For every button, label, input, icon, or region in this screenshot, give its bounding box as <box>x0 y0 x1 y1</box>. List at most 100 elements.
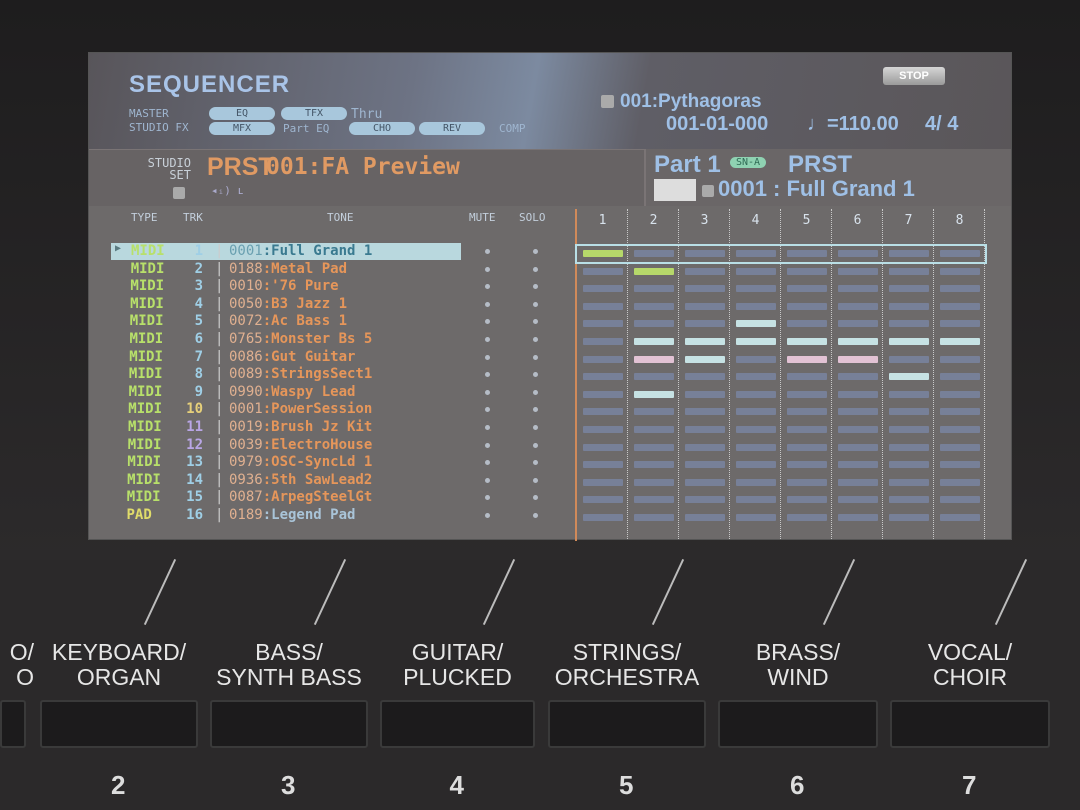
clip-empty[interactable] <box>889 250 929 257</box>
mute-toggle[interactable] <box>485 407 490 413</box>
tempo[interactable]: ♩=110.00 <box>807 113 899 135</box>
clip-empty[interactable] <box>889 496 929 504</box>
clip-empty[interactable] <box>889 514 929 521</box>
clip-empty[interactable] <box>787 267 827 275</box>
category-button[interactable] <box>40 700 198 748</box>
clip-empty[interactable] <box>583 355 623 363</box>
mute-toggle[interactable] <box>485 389 490 395</box>
clip-empty[interactable] <box>685 267 725 275</box>
clip-empty[interactable] <box>838 426 878 433</box>
clip-empty[interactable] <box>940 496 980 504</box>
tone-name[interactable]: 0072:Ac Bass 1 <box>229 313 347 329</box>
mute-toggle[interactable] <box>485 354 490 360</box>
track-row[interactable]: MIDI 8 | 0089:StringsSect1 <box>111 366 576 383</box>
clip-empty[interactable] <box>736 250 776 257</box>
clip-empty[interactable] <box>838 443 878 451</box>
clip-empty[interactable] <box>685 408 725 416</box>
clip-empty[interactable] <box>787 390 827 398</box>
solo-toggle[interactable] <box>533 319 538 325</box>
clip-empty[interactable] <box>787 250 827 257</box>
clip-empty[interactable] <box>685 302 725 310</box>
track-row[interactable]: MIDI 14 | 0936:5th SawLead2 <box>111 472 576 489</box>
clip-empty[interactable] <box>838 320 878 328</box>
clip-empty[interactable] <box>634 320 674 328</box>
clip-empty[interactable] <box>583 390 623 398</box>
track-row[interactable]: MIDI 7 | 0086:Gut Guitar <box>111 349 576 366</box>
tone-name[interactable]: 0765:Monster Bs 5 <box>229 331 372 347</box>
track-row[interactable]: MIDI 15 | 0087:ArpegSteelGt <box>111 489 576 506</box>
mute-toggle[interactable] <box>485 425 490 430</box>
clip-empty[interactable] <box>940 302 980 310</box>
mute-toggle[interactable] <box>485 301 490 307</box>
clip-empty[interactable] <box>787 426 827 433</box>
track-row[interactable]: MIDI 5 | 0072:Ac Bass 1 <box>111 313 576 330</box>
clip-empty[interactable] <box>736 373 776 381</box>
clip-empty[interactable] <box>940 478 980 486</box>
mute-toggle[interactable] <box>485 284 490 290</box>
clip-empty[interactable] <box>787 496 827 504</box>
track-row[interactable]: MIDI 10 | 0001:PowerSession <box>111 401 576 418</box>
clip-empty[interactable] <box>940 250 980 257</box>
clip-empty[interactable] <box>634 478 674 486</box>
clip-pink[interactable] <box>838 355 878 363</box>
clip-pink[interactable] <box>787 355 827 363</box>
tone-name[interactable]: 0087:ArpegSteelGt <box>229 489 372 505</box>
clip-column-number[interactable]: 3 <box>700 213 709 228</box>
clip-empty[interactable] <box>583 461 623 469</box>
clip-empty[interactable] <box>787 285 827 293</box>
mute-toggle[interactable] <box>485 372 490 378</box>
clip-empty[interactable] <box>736 267 776 275</box>
clip-column-number[interactable]: 7 <box>904 213 913 228</box>
clip-clip[interactable] <box>685 338 725 345</box>
tone-name[interactable]: 0979:OSC-SyncLd 1 <box>229 454 372 470</box>
clip-clip[interactable] <box>634 390 674 398</box>
solo-toggle[interactable] <box>533 460 538 466</box>
clip-empty[interactable] <box>838 302 878 310</box>
eq-button[interactable]: EQ <box>209 107 275 120</box>
clip-empty[interactable] <box>736 390 776 398</box>
clip-empty[interactable] <box>940 514 980 521</box>
clip-empty[interactable] <box>685 250 725 257</box>
clip-empty[interactable] <box>940 320 980 328</box>
tone-name[interactable]: 0001:PowerSession <box>229 401 372 417</box>
tone-name[interactable]: 0050:B3 Jazz 1 <box>229 296 347 312</box>
clip-empty[interactable] <box>685 443 725 451</box>
rev-button[interactable]: REV <box>419 122 485 135</box>
track-row[interactable]: MIDI 13 | 0979:OSC-SyncLd 1 <box>111 454 576 471</box>
mute-toggle[interactable] <box>485 337 490 342</box>
clip-empty[interactable] <box>889 461 929 469</box>
clip-empty[interactable] <box>634 373 674 381</box>
track-row[interactable]: ▶ MIDI 1 | 0001:Full Grand 1 <box>111 243 538 260</box>
clip-empty[interactable] <box>787 373 827 381</box>
song-name[interactable]: 001:Pythagoras <box>601 91 762 113</box>
solo-toggle[interactable] <box>533 301 538 307</box>
clip-empty[interactable] <box>634 285 674 293</box>
mute-toggle[interactable] <box>485 249 490 254</box>
mute-toggle[interactable] <box>485 442 490 448</box>
clip-empty[interactable] <box>583 408 623 416</box>
clip-clip[interactable] <box>940 338 980 345</box>
clip-empty[interactable] <box>736 355 776 363</box>
clip-empty[interactable] <box>685 320 725 328</box>
clip-empty[interactable] <box>634 250 674 257</box>
clip-empty[interactable] <box>787 478 827 486</box>
clip-empty[interactable] <box>838 390 878 398</box>
mute-toggle[interactable] <box>485 319 490 325</box>
clip-empty[interactable] <box>736 302 776 310</box>
tone-name[interactable]: 0086:Gut Guitar <box>229 349 355 365</box>
track-row[interactable]: PAD 16 | 0189:Legend Pad <box>111 507 576 524</box>
clip-clip[interactable] <box>685 355 725 363</box>
clip-empty[interactable] <box>685 390 725 398</box>
studio-set-panel[interactable]: STUDIO SET ◂ᵢ) ʟ PRST 001:FA Preview <box>89 149 644 206</box>
clip-empty[interactable] <box>940 408 980 416</box>
clip-clip[interactable] <box>736 320 776 328</box>
clip-empty[interactable] <box>583 302 623 310</box>
clip-empty[interactable] <box>940 355 980 363</box>
clip-empty[interactable] <box>787 320 827 328</box>
tone-name[interactable]: 0188:Metal Pad <box>229 261 347 277</box>
clip-clip[interactable] <box>838 338 878 345</box>
clip-column-number[interactable]: 8 <box>955 213 964 228</box>
clip-empty[interactable] <box>685 514 725 521</box>
solo-toggle[interactable] <box>533 284 538 290</box>
mute-toggle[interactable] <box>485 477 490 483</box>
